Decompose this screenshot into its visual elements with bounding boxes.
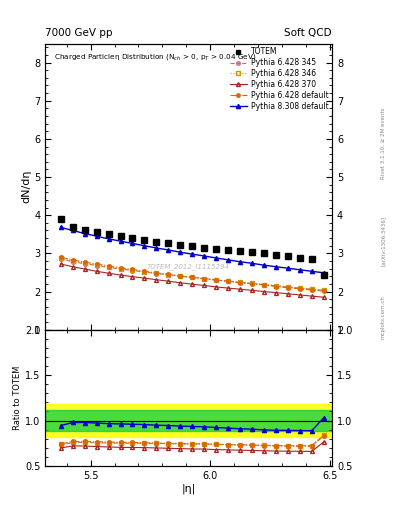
- Text: Charged Particleη Distribution (N$_{ch}$ > 0, p$_T$ > 0.04 GeV): Charged Particleη Distribution (N$_{ch}$…: [54, 52, 256, 62]
- Text: Rivet 3.1.10, ≥ 2M events: Rivet 3.1.10, ≥ 2M events: [381, 108, 386, 179]
- Bar: [45, 404, 332, 437]
- Bar: [45, 410, 332, 432]
- Text: [arXiv:1306.3436]: [arXiv:1306.3436]: [381, 216, 386, 266]
- Y-axis label: Ratio to TOTEM: Ratio to TOTEM: [13, 366, 22, 430]
- Text: 7000 GeV pp: 7000 GeV pp: [45, 28, 113, 38]
- X-axis label: |η|: |η|: [182, 483, 196, 494]
- Legend: TOTEM, Pythia 6.428 345, Pythia 6.428 346, Pythia 6.428 370, Pythia 6.428 defaul: TOTEM, Pythia 6.428 345, Pythia 6.428 34…: [228, 46, 330, 113]
- Y-axis label: dN/dη: dN/dη: [21, 170, 31, 203]
- Text: mcplots.cern.ch: mcplots.cern.ch: [381, 295, 386, 339]
- Text: Soft QCD: Soft QCD: [285, 28, 332, 38]
- Text: TOTEM_2012_I1115294: TOTEM_2012_I1115294: [147, 263, 230, 270]
